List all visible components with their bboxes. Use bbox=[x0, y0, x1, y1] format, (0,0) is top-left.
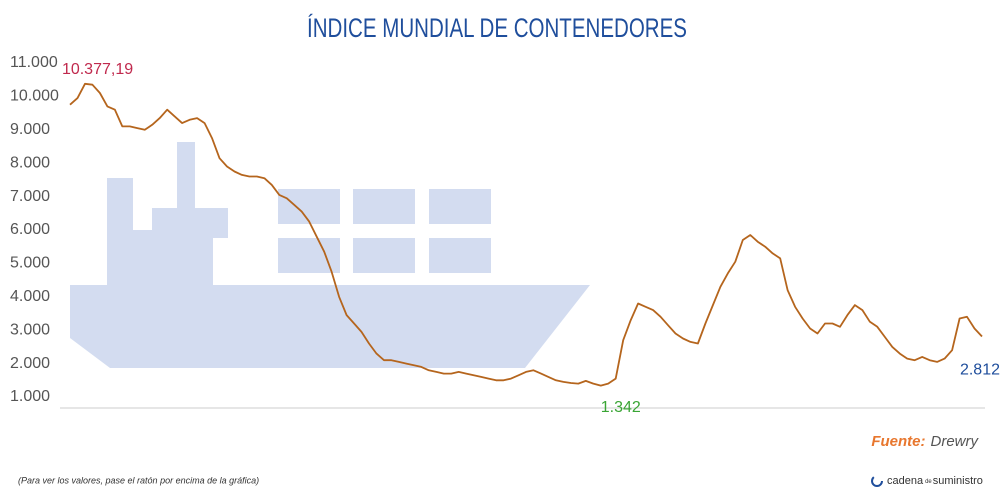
value-label: 2.812 bbox=[960, 362, 1000, 379]
value-label: 1.342 bbox=[601, 399, 641, 416]
y-tick-label: 2.000 bbox=[10, 355, 50, 372]
ship-illustration bbox=[70, 142, 590, 368]
logo-word: suministro bbox=[933, 475, 983, 487]
y-tick-label: 6.000 bbox=[10, 221, 50, 238]
line-series bbox=[69, 82, 983, 387]
y-tick-label: 3.000 bbox=[10, 321, 50, 338]
source-label: Fuente: bbox=[871, 433, 925, 450]
logo-word: cadena bbox=[887, 475, 924, 487]
y-tick-label: 7.000 bbox=[10, 188, 50, 205]
source-name: Drewry bbox=[931, 433, 980, 450]
logo: cadena desuministro bbox=[871, 475, 983, 487]
logo-word: de bbox=[925, 479, 932, 485]
value-label: 10.377,19 bbox=[62, 61, 133, 78]
y-tick-label: 10.000 bbox=[10, 88, 59, 105]
y-tick-label: 1.000 bbox=[10, 388, 50, 405]
y-tick-label: 5.000 bbox=[10, 255, 50, 272]
logo-icon bbox=[871, 475, 883, 487]
y-tick-label: 9.000 bbox=[10, 121, 50, 138]
chart-title: ÍNDICE MUNDIAL DE CONTENEDORES bbox=[307, 13, 687, 43]
y-tick-label: 11.000 bbox=[10, 54, 58, 71]
footnote: (Para ver los valores, pase el ratón por… bbox=[18, 475, 259, 485]
y-tick-label: 8.000 bbox=[10, 154, 50, 171]
logo-text: cadena desuministro bbox=[887, 475, 983, 487]
source: Fuente: Drewry bbox=[871, 433, 979, 450]
y-tick-label: 4.000 bbox=[10, 288, 50, 305]
